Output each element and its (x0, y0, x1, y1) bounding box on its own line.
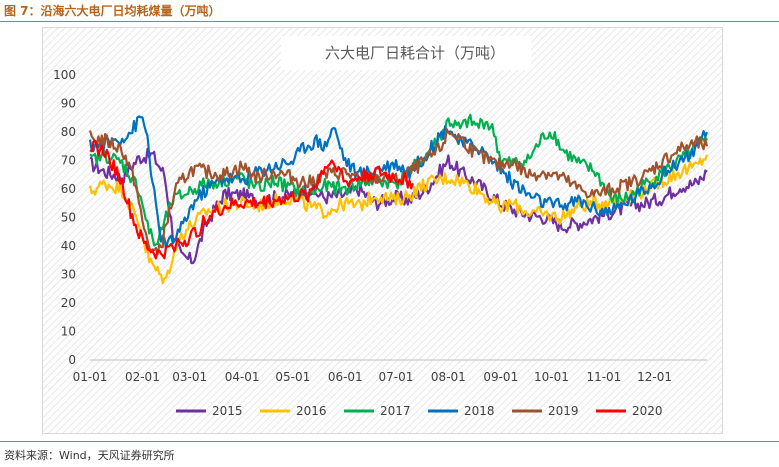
top-divider (0, 21, 779, 22)
legend-label-2020: 2020 (632, 404, 663, 418)
y-axis: 0 10 20 30 40 50 60 70 80 90 100 (53, 68, 76, 367)
x-tick-label: 02-01 (125, 370, 160, 384)
line-chart: 六大电厂日耗合计（万吨） 0 10 20 30 40 50 60 70 80 90 100 01-0… (43, 28, 722, 433)
chart-title: 六大电厂日耗合计（万吨） (325, 44, 505, 62)
series-line-2018 (88, 115, 709, 250)
x-axis: 01-01 02-01 03-01 04-01 05-01 06-01 07-01 08-01… (73, 359, 707, 384)
chart-background (43, 28, 722, 433)
legend-label-2015: 2015 (212, 404, 243, 418)
x-tick-label: 07-01 (379, 370, 414, 384)
legend-label-2019: 2019 (548, 404, 579, 418)
bottom-divider (0, 441, 779, 442)
y-tick-label: 40 (61, 239, 76, 253)
y-tick-label: 100 (53, 68, 76, 82)
legend-label-2018: 2018 (464, 404, 495, 418)
x-tick-label: 03-01 (172, 370, 207, 384)
title-backdrop (281, 36, 531, 70)
x-tick-label: 10-01 (534, 370, 569, 384)
plot-lines (88, 113, 709, 285)
y-tick-label: 90 (61, 97, 76, 111)
y-tick-label: 0 (68, 353, 76, 367)
legend-label-2017: 2017 (380, 404, 411, 418)
y-tick-label: 50 (61, 211, 76, 225)
x-tick-label: 08-01 (431, 370, 466, 384)
legend: 2015 2016 2017 2018 2019 2020 (176, 404, 663, 418)
x-tick-label: 11-01 (586, 370, 621, 384)
x-tick-label: 01-01 (73, 370, 108, 384)
figure-title: 图 7：沿海六大电厂日均耗煤量（万吨） (4, 4, 221, 18)
y-tick-label: 10 (61, 325, 76, 339)
y-tick-label: 80 (61, 125, 76, 139)
x-tick-label: 04-01 (225, 370, 260, 384)
legend-label-2016: 2016 (296, 404, 327, 418)
y-tick-label: 70 (61, 154, 76, 168)
series-line-2016 (88, 154, 709, 285)
y-tick-label: 60 (61, 182, 76, 196)
y-tick-label: 20 (61, 296, 76, 310)
source-note: 资料来源：Wind，天风证券研究所 (4, 449, 175, 462)
y-tick-label: 30 (61, 268, 76, 282)
chart-frame: 六大电厂日耗合计（万吨） 0 10 20 30 40 50 60 70 80 90 100 01-0… (42, 27, 723, 434)
x-tick-label: 09-01 (483, 370, 518, 384)
series-line-2020 (89, 139, 414, 260)
x-tick-label: 05-01 (275, 370, 310, 384)
x-tick-label: 12-01 (637, 370, 672, 384)
x-tick-label: 06-01 (328, 370, 363, 384)
